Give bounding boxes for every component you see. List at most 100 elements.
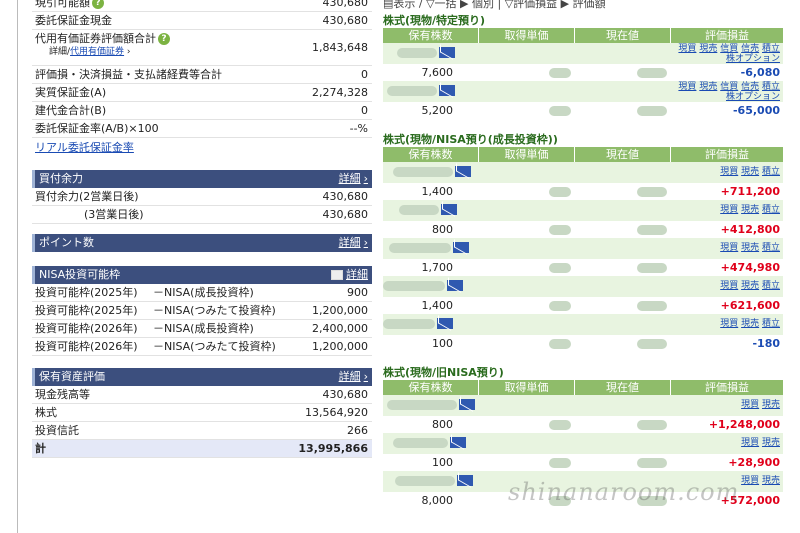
mail-icon[interactable] xyxy=(450,437,466,448)
profit-loss: -65,000 xyxy=(732,104,780,117)
trade-links: 現買 現売 積立 xyxy=(671,162,783,183)
acquisition-price xyxy=(479,454,575,471)
row-label: (3営業日後) xyxy=(84,208,144,221)
trade-link[interactable]: 現売 xyxy=(741,243,760,253)
current-price xyxy=(575,102,671,119)
trade-link[interactable]: 積立 xyxy=(761,281,780,291)
stock-name[interactable] xyxy=(383,433,575,454)
trade-link[interactable]: 積立 xyxy=(761,319,780,329)
summary-row: 評価損・決済損益・支払諸経費等合計 0 xyxy=(32,66,372,84)
holding-name-row: 現買 現売 積立 xyxy=(383,162,783,183)
stock-name[interactable] xyxy=(383,200,575,221)
acquisition-price xyxy=(479,492,575,509)
trade-link[interactable]: 現売 xyxy=(741,167,760,177)
row-value: 266 xyxy=(347,424,368,437)
trade-link[interactable]: 現売 xyxy=(741,319,760,329)
trade-link[interactable]: 現売 xyxy=(761,400,780,410)
stock-name[interactable] xyxy=(383,162,575,183)
mail-icon[interactable] xyxy=(459,399,475,410)
mail-icon[interactable] xyxy=(437,318,453,329)
stock-name[interactable] xyxy=(383,43,575,64)
column-header: 保有株数 xyxy=(383,147,479,162)
blurred-value xyxy=(637,68,667,78)
mail-icon[interactable] xyxy=(439,85,455,96)
stock-name[interactable] xyxy=(383,314,575,335)
nisa-kind: －NISA(つみたて投資枠) xyxy=(153,340,276,353)
holding-value-row: 800 +412,800 xyxy=(383,221,783,238)
trade-link[interactable]: 現売 xyxy=(699,82,718,92)
help-icon[interactable]: ? xyxy=(158,33,170,45)
stock-name[interactable] xyxy=(383,276,575,297)
section-title: 買付余力 xyxy=(39,172,83,185)
trade-link[interactable]: 現買 xyxy=(741,438,760,448)
current-price-cell xyxy=(575,81,671,102)
column-header: 現在値 xyxy=(575,380,671,395)
detail-link[interactable]: 詳細 xyxy=(331,266,368,284)
table-header: 保有株数 取得単価 現在値 評価損益 xyxy=(383,28,783,43)
print-icon[interactable] xyxy=(331,270,343,280)
trade-link[interactable]: 現買 xyxy=(741,400,760,410)
trade-link[interactable]: 株オプション xyxy=(725,54,780,64)
summary-row: 投資信託 266 xyxy=(32,422,372,440)
mail-icon[interactable] xyxy=(439,47,455,58)
row-value: 0 xyxy=(361,68,368,81)
trade-link[interactable]: 積立 xyxy=(761,167,780,177)
trade-link[interactable]: 現売 xyxy=(761,476,780,486)
mail-icon[interactable] xyxy=(441,204,457,215)
stock-name[interactable] xyxy=(383,238,575,259)
real-margin-rate-link[interactable]: リアル委託保証金率 xyxy=(35,141,134,154)
trade-link[interactable]: 信売 xyxy=(741,82,760,92)
trade-link[interactable]: 積立 xyxy=(761,243,780,253)
stock-name[interactable] xyxy=(383,471,575,492)
nisa-row: 投資可能枠(2025年) －NISA(つみたて投資枠) 1,200,000 xyxy=(32,302,372,320)
trade-link[interactable]: 信買 xyxy=(720,82,739,92)
trade-link[interactable]: 株オプション xyxy=(725,92,780,102)
substitute-securities-link[interactable]: 代用有価証券 xyxy=(70,47,125,57)
row-value: 1,843,648 xyxy=(312,41,368,54)
column-header: 評価損益 xyxy=(705,381,749,394)
holding-name-row: 現買 現売 積立 xyxy=(383,276,783,297)
summary-row: 現引可能額? 430,680 xyxy=(32,0,372,12)
trade-link[interactable]: 現買 xyxy=(678,44,697,54)
trade-link[interactable]: 信買 xyxy=(720,44,739,54)
blurred-value xyxy=(549,339,571,349)
mail-icon[interactable] xyxy=(453,242,469,253)
trade-link[interactable]: 積立 xyxy=(761,44,780,54)
trade-link[interactable]: 現買 xyxy=(720,243,739,253)
trade-link[interactable]: 信売 xyxy=(741,44,760,54)
current-price-cell xyxy=(575,395,671,416)
stock-name[interactable] xyxy=(383,395,575,416)
trade-link[interactable]: 現売 xyxy=(741,281,760,291)
points-header: ポイント数 詳細 › xyxy=(32,234,372,252)
help-icon[interactable]: ? xyxy=(92,0,104,9)
trade-link[interactable]: 現買 xyxy=(741,476,760,486)
nisa-year: 投資可能枠(2025年) xyxy=(35,304,138,317)
trade-link[interactable]: 積立 xyxy=(761,82,780,92)
profit-loss: -180 xyxy=(752,337,780,350)
holding-name-row: 現買 現売 信買 信売 積立 株オプション xyxy=(383,43,783,64)
quantity: 100 xyxy=(432,456,453,469)
trade-link[interactable]: 現買 xyxy=(720,167,739,177)
trade-link[interactable]: 現売 xyxy=(741,205,760,215)
detail-link[interactable]: 詳細 › xyxy=(338,370,368,383)
trade-link[interactable]: 現買 xyxy=(720,205,739,215)
stock-name[interactable] xyxy=(383,81,575,102)
mail-icon[interactable] xyxy=(447,280,463,291)
detail-link[interactable]: 詳細 › xyxy=(338,236,368,249)
mail-icon[interactable] xyxy=(457,475,473,486)
row-value: 2,274,328 xyxy=(312,86,368,99)
trade-link[interactable]: 現売 xyxy=(699,44,718,54)
blurred-value xyxy=(549,225,571,235)
trade-link[interactable]: 現買 xyxy=(720,319,739,329)
nisa-row: 投資可能枠(2026年) －NISA(つみたて投資枠) 1,200,000 xyxy=(32,338,372,356)
trade-link[interactable]: 現買 xyxy=(720,281,739,291)
trade-link[interactable]: 積立 xyxy=(761,205,780,215)
quantity: 1,700 xyxy=(421,261,454,274)
trade-link[interactable]: 現買 xyxy=(678,82,697,92)
column-header: 現在値 xyxy=(575,147,671,162)
blurred-value xyxy=(549,420,571,430)
current-price xyxy=(575,492,671,509)
trade-link[interactable]: 現売 xyxy=(761,438,780,448)
detail-link[interactable]: 詳細 › xyxy=(338,172,368,185)
mail-icon[interactable] xyxy=(455,166,471,177)
